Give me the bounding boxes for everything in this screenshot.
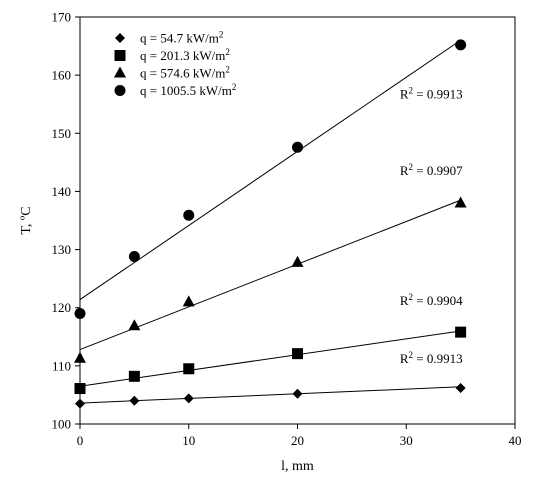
point-circle [74,308,86,320]
point-square [183,363,195,375]
point-diamond [183,393,194,404]
point-diamond [292,388,303,399]
point-triangle [291,255,304,267]
y-tick-label: 110 [52,358,71,373]
y-tick-label: 140 [52,184,72,199]
y-tick-label: 170 [52,10,72,25]
trendline-triangle [79,199,461,351]
r2-value: = 0.9913 [413,86,463,101]
legend-label-text: q = 1005.5 kW/m [140,83,232,98]
point-diamond [455,382,466,393]
y-tick-label: 120 [52,300,72,315]
r2-superscript: 2 [409,162,414,172]
trendline-diamond [79,386,461,404]
r2-label-triangle: R2 = 0.9907 [400,162,463,178]
point-square [128,370,140,382]
r2-label-diamond: R2 = 0.9913 [400,350,463,366]
x-axis-title: l, mm [281,459,314,474]
r2-superscript: 2 [409,85,414,95]
point-diamond [129,395,140,406]
y-axis-title: T, ºC [19,206,34,234]
point-circle [183,209,195,221]
trendline-circle [79,39,461,300]
point-triangle [182,295,195,307]
point-square [292,348,303,360]
r2-superscript: 2 [409,350,414,360]
legend-label-sup: 2 [225,65,230,75]
legend-label-text: q = 54.7 kW/m [140,31,219,46]
r2-value: = 0.9913 [413,351,463,366]
legend: q = 54.7 kW/m2q = 201.3 kW/m2q = 574.6 k… [114,30,236,98]
data-markers [74,39,467,409]
r2-superscript: 2 [409,292,414,302]
r2-label-square: R2 = 0.9904 [400,292,463,308]
x-tick-label: 10 [182,433,195,448]
y-tick-label: 130 [52,242,72,257]
legend-marker-square [114,50,126,61]
y-tick-label: 100 [52,417,72,432]
point-square [74,383,86,395]
legend-label-text: q = 201.3 kW/m [140,48,225,63]
y-tick-label: 150 [52,126,72,141]
legend-label-diamond: q = 54.7 kW/m2 [140,30,223,46]
legend-marker-diamond [115,33,125,43]
x-tick-label: 30 [400,433,413,448]
r2-prefix: R [400,351,409,366]
point-square [455,326,467,338]
r2-value: = 0.9907 [413,163,463,178]
y-tick-label: 160 [52,68,72,83]
point-diamond [75,398,85,409]
legend-label-sup: 2 [219,30,224,40]
x-tick-label: 0 [77,433,84,448]
r2-prefix: R [400,293,409,308]
point-triangle [454,196,467,208]
legend-label-square: q = 201.3 kW/m2 [140,47,230,63]
trendline-square [79,330,461,387]
r2-prefix: R [400,163,409,178]
legend-label-circle: q = 1005.5 kW/m2 [140,82,236,98]
legend-label-text: q = 574.6 kW/m [140,66,225,81]
point-circle [455,39,467,51]
point-triangle [128,319,141,331]
x-tick-label: 20 [291,433,304,448]
r2-prefix: R [400,86,409,101]
x-tick-label: 40 [509,433,522,448]
r2-value: = 0.9904 [413,293,463,308]
axes: 0 10 20 30 40 100 110 120 130 140 150 160 170 l, mm T,… [19,10,522,475]
r2-label-circle: R2 = 0.9913 [400,85,463,101]
legend-marker-circle [114,85,126,96]
legend-label-sup: 2 [232,82,237,92]
legend-marker-triangle [114,66,126,78]
point-circle [292,141,303,153]
point-triangle [74,351,86,363]
point-circle [128,251,140,263]
legend-label-triangle: q = 574.6 kW/m2 [140,65,230,81]
trendlines [79,39,461,404]
legend-label-sup: 2 [225,47,230,57]
